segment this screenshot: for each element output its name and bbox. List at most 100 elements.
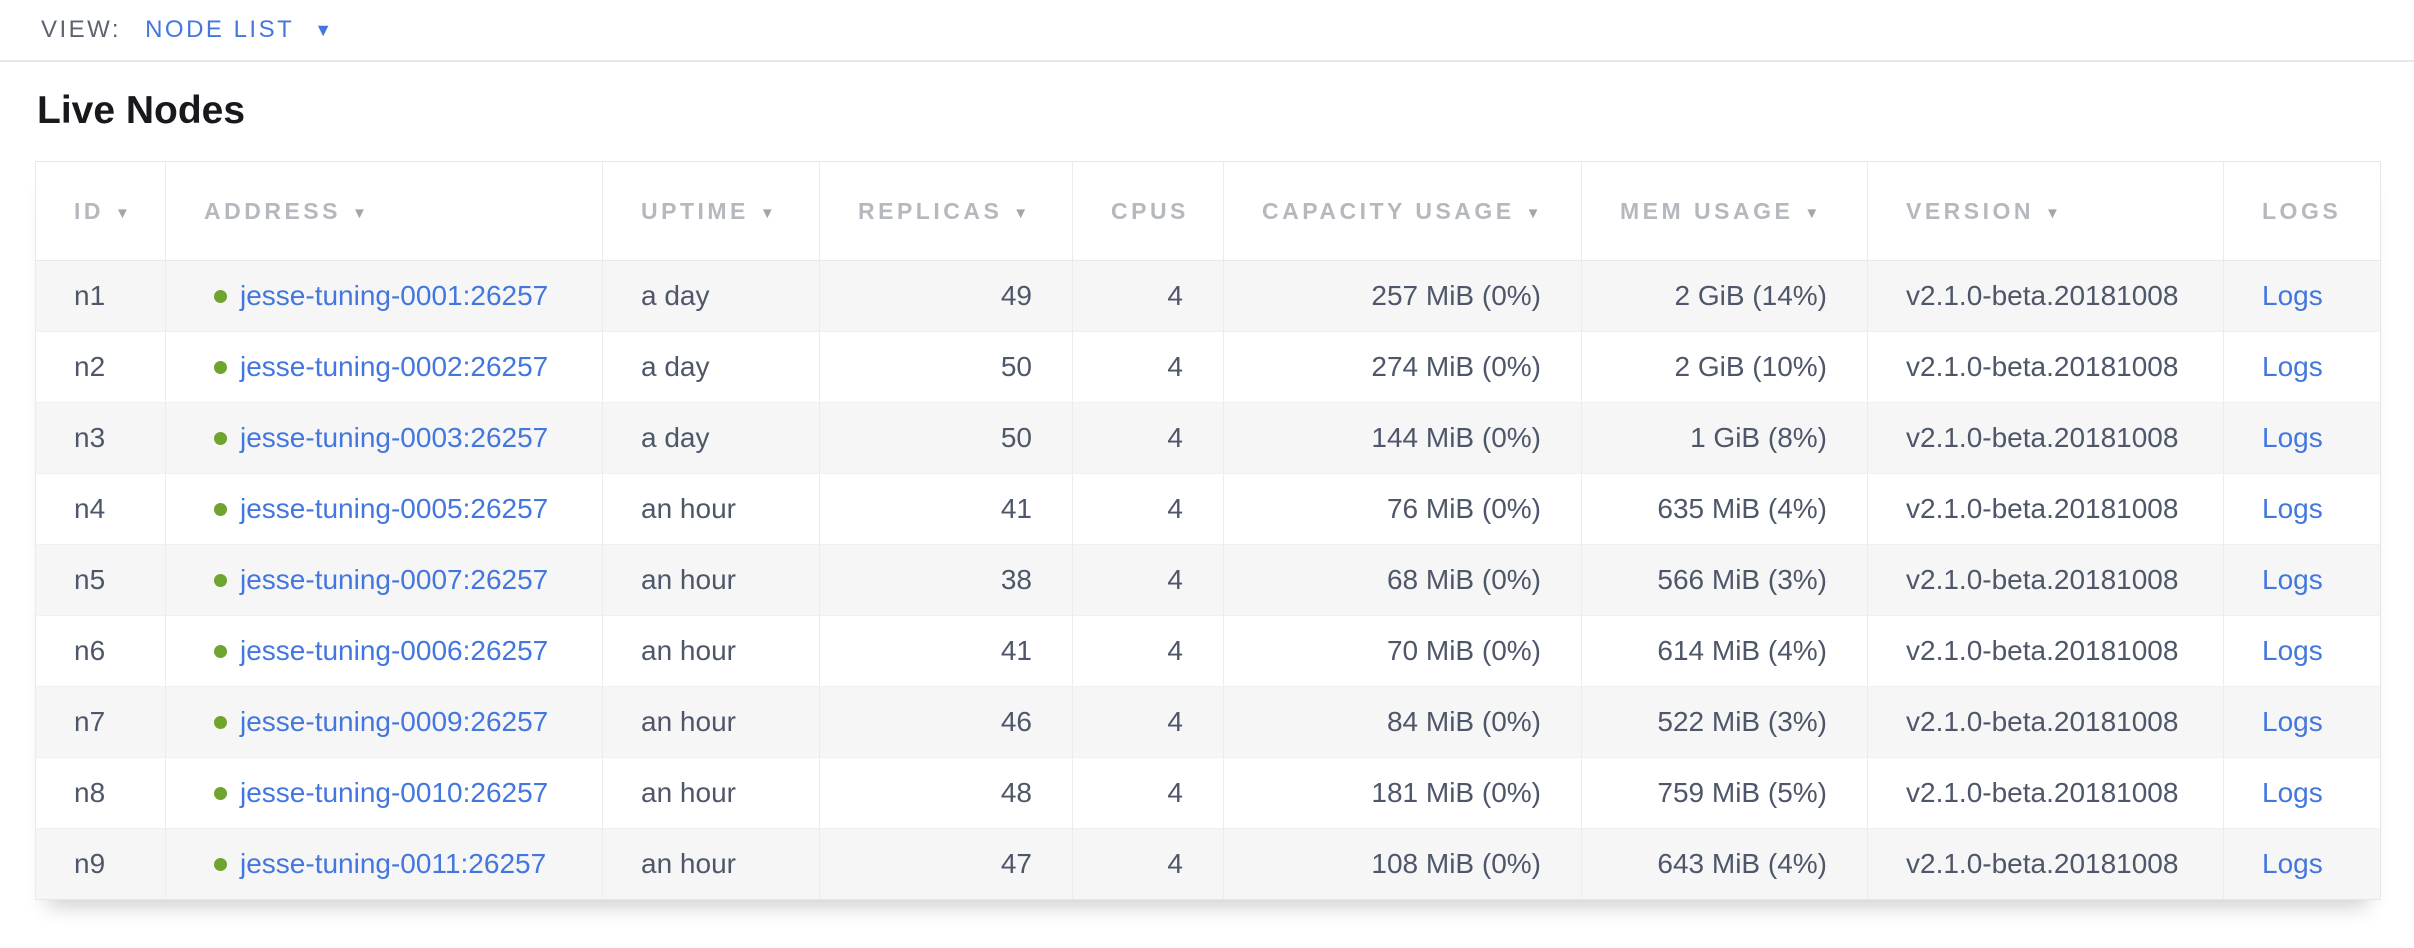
sort-desc-icon: ▼ <box>759 204 779 222</box>
node-capacity-usage-cell: 70 MiB (0%) <box>1223 615 1582 687</box>
sort-desc-icon: ▼ <box>1013 204 1032 222</box>
node-address-cell: jesse-tuning-0006:26257 <box>165 615 603 687</box>
node-live-status-icon <box>214 787 227 800</box>
node-capacity-usage-cell: 274 MiB (0%) <box>1223 331 1582 403</box>
logs-link[interactable]: Logs <box>2262 635 2323 666</box>
node-uptime-cell: an hour <box>602 686 820 758</box>
logs-link[interactable]: Logs <box>2262 422 2323 453</box>
node-address-link[interactable]: jesse-tuning-0007:26257 <box>240 564 549 595</box>
node-cpus-cell: 4 <box>1072 331 1224 403</box>
node-row-n8: n8 jesse-tuning-0010:26257 an hour 48 4 181 M… <box>35 757 2381 829</box>
logs-link[interactable]: Logs <box>2262 564 2323 595</box>
node-mem-usage-cell: 2 GiB (14%) <box>1581 260 1868 332</box>
node-address-link[interactable]: jesse-tuning-0001:26257 <box>240 280 549 311</box>
node-address-link[interactable]: jesse-tuning-0010:26257 <box>240 777 549 808</box>
logs-link[interactable]: Logs <box>2262 706 2323 737</box>
node-replicas-cell: 47 <box>819 828 1073 900</box>
node-version-cell: v2.1.0-beta.20181008 <box>1867 686 2224 758</box>
node-mem-usage-cell: 759 MiB (5%) <box>1581 757 1868 829</box>
node-version-cell: v2.1.0-beta.20181008 <box>1867 828 2224 900</box>
node-live-status-icon <box>214 432 227 445</box>
column-header-address[interactable]: ADDRESS ▼ <box>165 161 603 261</box>
node-cpus-cell: 4 <box>1072 402 1224 474</box>
node-version-cell: v2.1.0-beta.20181008 <box>1867 260 2224 332</box>
column-header-cpus: CPUS <box>1072 161 1224 261</box>
node-id-cell: n6 <box>35 615 166 687</box>
node-version-cell: v2.1.0-beta.20181008 <box>1867 615 2224 687</box>
node-capacity-usage-cell: 84 MiB (0%) <box>1223 686 1582 758</box>
node-mem-usage-cell: 2 GiB (10%) <box>1581 331 1868 403</box>
sort-desc-icon: ▼ <box>1525 204 1544 222</box>
node-address-cell: jesse-tuning-0005:26257 <box>165 473 603 545</box>
node-address-cell: jesse-tuning-0002:26257 <box>165 331 603 403</box>
node-mem-usage-cell: 614 MiB (4%) <box>1581 615 1868 687</box>
node-id-cell: n2 <box>35 331 166 403</box>
node-uptime-cell: an hour <box>602 615 820 687</box>
node-id-cell: n3 <box>35 402 166 474</box>
node-capacity-usage-cell: 257 MiB (0%) <box>1223 260 1582 332</box>
view-label: VIEW: <box>41 16 122 43</box>
node-address-link[interactable]: jesse-tuning-0009:26257 <box>240 706 549 737</box>
node-id-cell: n8 <box>35 757 166 829</box>
logs-link[interactable]: Logs <box>2262 848 2323 879</box>
node-row-n9: n9 jesse-tuning-0011:26257 an hour 47 4 108 M… <box>35 828 2381 900</box>
node-uptime-cell: an hour <box>602 757 820 829</box>
node-address-link[interactable]: jesse-tuning-0002:26257 <box>240 351 549 382</box>
node-address-link[interactable]: jesse-tuning-0011:26257 <box>240 848 547 879</box>
node-live-status-icon <box>214 645 227 658</box>
view-selector-dropdown[interactable]: NODE LIST ▼ <box>145 16 332 44</box>
node-capacity-usage-cell: 144 MiB (0%) <box>1223 402 1582 474</box>
column-header-label: CAPACITY USAGE <box>1262 197 1515 224</box>
node-capacity-usage-cell: 76 MiB (0%) <box>1223 473 1582 545</box>
column-header-id[interactable]: ID ▼ <box>35 161 166 261</box>
node-uptime-cell: a day <box>602 402 820 474</box>
node-address-link[interactable]: jesse-tuning-0005:26257 <box>240 493 549 524</box>
node-row-n1: n1 jesse-tuning-0001:26257 a day 49 4 257 MiB… <box>35 260 2381 332</box>
node-row-n7: n7 jesse-tuning-0009:26257 an hour 46 4 84 Mi… <box>35 686 2381 758</box>
node-address-link[interactable]: jesse-tuning-0006:26257 <box>240 635 549 666</box>
node-mem-usage-cell: 1 GiB (8%) <box>1581 402 1868 474</box>
node-capacity-usage-cell: 181 MiB (0%) <box>1223 757 1582 829</box>
live-nodes-table: ID ▼ ADDRESS ▼ UPTIME ▼ REPLICAS ▼ CPUS CAPACITY … <box>35 161 2381 900</box>
column-header-label: ADDRESS <box>204 197 341 224</box>
logs-link[interactable]: Logs <box>2262 777 2323 808</box>
sort-desc-icon: ▼ <box>1804 204 1823 222</box>
node-cpus-cell: 4 <box>1072 757 1224 829</box>
column-header-version[interactable]: VERSION ▼ <box>1867 161 2224 261</box>
node-live-status-icon <box>214 361 227 374</box>
column-header-capacity[interactable]: CAPACITY USAGE ▼ <box>1223 161 1582 261</box>
node-mem-usage-cell: 635 MiB (4%) <box>1581 473 1868 545</box>
node-replicas-cell: 48 <box>819 757 1073 829</box>
sort-desc-icon: ▼ <box>351 204 371 222</box>
node-id-cell: n9 <box>35 828 166 900</box>
node-logs-cell: Logs <box>2223 260 2381 332</box>
logs-link[interactable]: Logs <box>2262 351 2323 382</box>
column-header-label: REPLICAS <box>858 197 1003 224</box>
column-header-mem[interactable]: MEM USAGE ▼ <box>1581 161 1868 261</box>
node-logs-cell: Logs <box>2223 402 2381 474</box>
node-row-n4: n4 jesse-tuning-0005:26257 an hour 41 4 76 Mi… <box>35 473 2381 545</box>
node-address-cell: jesse-tuning-0003:26257 <box>165 402 603 474</box>
column-header-uptime[interactable]: UPTIME ▼ <box>602 161 820 261</box>
node-capacity-usage-cell: 108 MiB (0%) <box>1223 828 1582 900</box>
page-title: Live Nodes <box>37 89 246 132</box>
node-version-cell: v2.1.0-beta.20181008 <box>1867 402 2224 474</box>
node-row-n3: n3 jesse-tuning-0003:26257 a day 50 4 144 MiB… <box>35 402 2381 474</box>
logs-link[interactable]: Logs <box>2262 493 2323 524</box>
view-bar: VIEW: NODE LIST ▼ <box>0 0 2414 62</box>
column-header-label: CPUS <box>1111 197 1189 224</box>
node-row-n6: n6 jesse-tuning-0006:26257 an hour 41 4 70 Mi… <box>35 615 2381 687</box>
node-uptime-cell: an hour <box>602 828 820 900</box>
node-logs-cell: Logs <box>2223 544 2381 616</box>
view-selected-value: NODE LIST <box>145 16 295 43</box>
node-address-link[interactable]: jesse-tuning-0003:26257 <box>240 422 549 453</box>
column-header-label: MEM USAGE <box>1620 197 1794 224</box>
node-live-status-icon <box>214 716 227 729</box>
node-replicas-cell: 50 <box>819 331 1073 403</box>
column-header-label: UPTIME <box>641 197 749 224</box>
node-logs-cell: Logs <box>2223 473 2381 545</box>
logs-link[interactable]: Logs <box>2262 280 2323 311</box>
node-capacity-usage-cell: 68 MiB (0%) <box>1223 544 1582 616</box>
node-logs-cell: Logs <box>2223 331 2381 403</box>
column-header-replicas[interactable]: REPLICAS ▼ <box>819 161 1073 261</box>
